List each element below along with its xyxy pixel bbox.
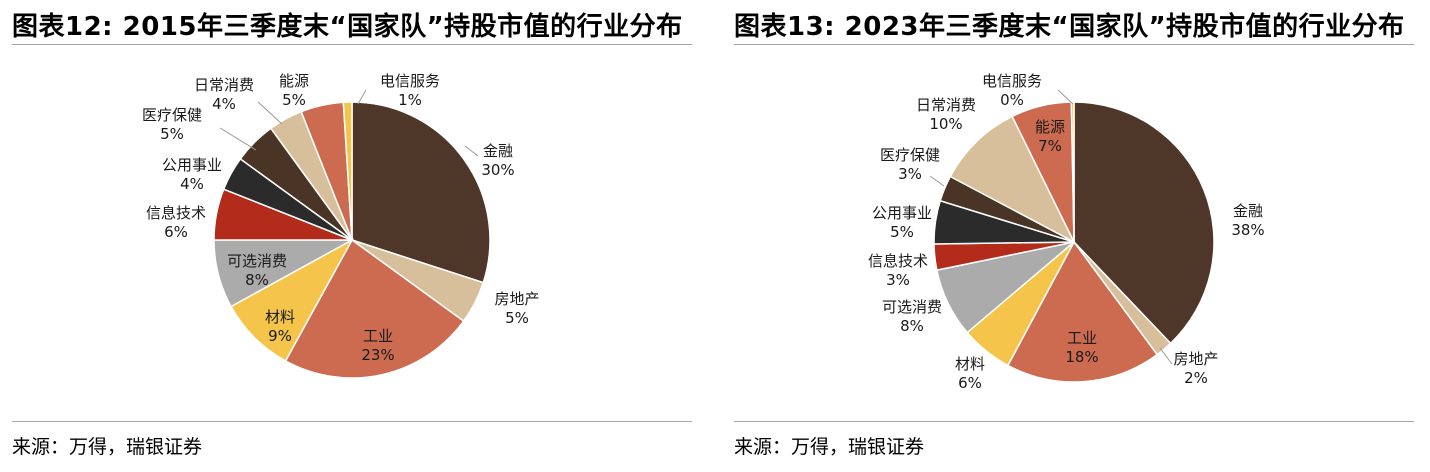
slice-label-slice-9: 日常消费 xyxy=(194,76,254,94)
leader-line-slice-11 xyxy=(1057,89,1074,105)
slice-label-slice-1: 金融 xyxy=(1233,202,1263,220)
slice-label-slice-2: 房地产 xyxy=(494,290,539,308)
slice-label-slice-10: 能源 xyxy=(279,72,309,90)
pie-chart-2023: 金融38%房地产2%工业18%材料6%可选消费8%信息技术3%公用事业5%医疗保… xyxy=(868,72,1265,392)
chart-title: 图表13: 2023年三季度末“国家队”持股市值的行业分布 xyxy=(734,12,1405,42)
slice-labels: 金融30%房地产5%工业23%材料9%可选消费8%信息技术6%公用事业4%医疗保… xyxy=(142,72,540,364)
chart-panel-2023: 图表13: 2023年三季度末“国家队”持股市值的行业分布 金融 38% 房地产 2%… xyxy=(734,0,1416,472)
pie-chart-2015: 金融30%房地产5%工业23%材料9%可选消费8%信息技术6%公用事业4%医疗保… xyxy=(142,72,540,379)
slice-label-slice-7: 公用事业 xyxy=(872,204,932,222)
slice-value-slice-4: 9% xyxy=(268,327,292,345)
slice-label-slice-3: 工业 xyxy=(1067,329,1097,347)
slice-value-slice-9: 4% xyxy=(212,95,236,113)
pie-slice-9 xyxy=(949,115,1076,244)
slice-value-slice-1: 38% xyxy=(1231,221,1264,239)
source-note: 来源：万得，瑞银证券 xyxy=(12,436,203,458)
slice-label-slice-3: 工业 xyxy=(363,327,393,345)
slice-label-slice-9: 日常消费 xyxy=(916,96,976,114)
title-divider xyxy=(734,44,1414,45)
slice-value-slice-11: 1% xyxy=(398,91,422,109)
slice-label-slice-8: 医疗保健 xyxy=(142,106,202,124)
slice-value-slice-2: 5% xyxy=(505,309,529,327)
slice-label-slice-10: 能源 xyxy=(1035,118,1065,136)
pie-slice-1 xyxy=(351,101,491,284)
slice-value-slice-7: 5% xyxy=(890,223,914,241)
pie-slices xyxy=(933,101,1215,383)
slice-value-slice-8: 5% xyxy=(160,125,184,143)
slice-value-slice-3: 23% xyxy=(361,346,394,364)
leader-lines xyxy=(929,89,1173,365)
slice-label-slice-4: 材料 xyxy=(265,308,295,326)
source-divider xyxy=(734,421,1414,422)
slice-value-slice-6: 6% xyxy=(164,223,188,241)
slice-label-slice-11: 电信服务 xyxy=(380,72,440,90)
source-note: 来源：万得，瑞银证券 xyxy=(734,436,925,458)
chart-panel-2015: 图表12: 2015年三季度末“国家队”持股市值的行业分布 金融 30% 房地产 5%… xyxy=(12,0,694,472)
leader-lines xyxy=(219,89,479,157)
slice-value-slice-11: 0% xyxy=(1000,91,1024,109)
leader-line-slice-8 xyxy=(219,127,257,151)
slice-value-slice-5: 8% xyxy=(245,271,269,289)
slice-label-slice-4: 材料 xyxy=(955,355,985,373)
slice-label-slice-5: 可选消费 xyxy=(227,252,287,270)
pie-slice-3 xyxy=(284,238,465,379)
slice-value-slice-1: 30% xyxy=(481,161,514,179)
leader-line-slice-9 xyxy=(257,101,283,125)
pie-slice-1 xyxy=(1073,101,1215,345)
slice-value-slice-10: 5% xyxy=(282,91,306,109)
slice-value-slice-5: 8% xyxy=(900,317,924,335)
slice-value-slice-7: 4% xyxy=(180,175,204,193)
pie-slice-3 xyxy=(1006,240,1159,383)
leader-line-slice-2 xyxy=(1159,347,1173,365)
slice-value-slice-2: 2% xyxy=(1184,369,1208,387)
chart-title: 图表12: 2015年三季度末“国家队”持股市值的行业分布 xyxy=(12,12,683,42)
title-divider xyxy=(12,44,692,45)
slice-value-slice-6: 3% xyxy=(886,271,910,289)
slice-value-slice-4: 6% xyxy=(958,374,982,392)
slice-label-slice-6: 信息技术 xyxy=(146,204,206,222)
slice-value-slice-9: 10% xyxy=(929,115,962,133)
slice-label-slice-11: 电信服务 xyxy=(982,72,1042,90)
pie-slice-11 xyxy=(342,101,353,241)
slice-label-slice-8: 医疗保健 xyxy=(880,146,940,164)
leader-line-slice-8 xyxy=(929,175,945,187)
leader-line-slice-1 xyxy=(464,145,479,157)
slice-value-slice-10: 7% xyxy=(1038,137,1062,155)
slice-label-slice-2: 房地产 xyxy=(1173,350,1218,368)
pie-slices xyxy=(213,101,491,379)
source-divider xyxy=(12,421,692,422)
slice-labels: 金融38%房地产2%工业18%材料6%可选消费8%信息技术3%公用事业5%医疗保… xyxy=(868,72,1265,392)
slice-value-slice-8: 3% xyxy=(898,165,922,183)
slice-label-slice-6: 信息技术 xyxy=(868,252,928,270)
slice-label-slice-5: 可选消费 xyxy=(882,298,942,316)
slice-label-slice-1: 金融 xyxy=(483,142,513,160)
leader-line-slice-11 xyxy=(357,89,367,105)
slice-value-slice-3: 18% xyxy=(1065,348,1098,366)
slice-label-slice-7: 公用事业 xyxy=(162,156,222,174)
